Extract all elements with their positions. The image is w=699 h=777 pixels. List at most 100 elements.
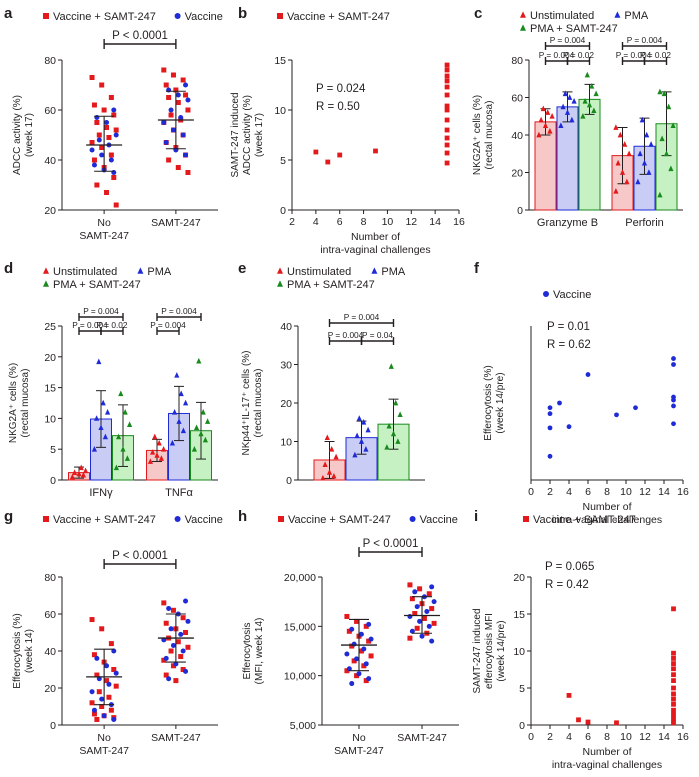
data-point	[69, 473, 75, 480]
data-point	[185, 107, 191, 113]
y-tick-label: 80	[44, 572, 56, 584]
data-point	[671, 691, 676, 697]
data-point	[671, 672, 676, 678]
x-tick-label: No	[97, 217, 111, 229]
data-point	[671, 403, 676, 409]
y-axis-label-line: (week 17)	[254, 113, 265, 157]
y-tick-label: 20	[511, 168, 523, 180]
data-point	[558, 122, 564, 129]
data-point	[96, 137, 102, 143]
data-point	[671, 666, 676, 672]
data-point	[349, 681, 355, 687]
data-point	[412, 611, 418, 617]
data-point	[661, 90, 667, 97]
x-tick-label: 12	[639, 486, 651, 498]
data-point	[639, 116, 645, 123]
p-value: P = 0.04	[362, 330, 393, 340]
y-axis-label-line: (rectal mucosa)	[253, 369, 264, 438]
p-value: P = 0.004	[150, 320, 186, 330]
data-point	[180, 132, 186, 138]
legend-marker	[43, 13, 49, 19]
data-point	[326, 469, 333, 475]
data-point	[390, 430, 397, 437]
data-point	[183, 668, 189, 674]
p-value: P = 0.004	[627, 35, 663, 45]
y-tick-label: 60	[44, 609, 56, 621]
data-point	[101, 713, 107, 719]
x-tick-label: 12	[405, 216, 417, 228]
data-point	[89, 147, 95, 153]
data-point	[113, 202, 119, 208]
x-axis-label-line: Number of	[351, 231, 400, 243]
data-point	[619, 169, 626, 175]
data-point	[163, 655, 169, 661]
data-point	[641, 159, 648, 166]
data-point	[111, 175, 117, 180]
y-tick-label: 5,000	[290, 720, 316, 732]
data-point	[329, 446, 335, 452]
data-point	[346, 666, 352, 672]
panel-c: c Unstimulated PMA PMA + SAMT-247 0 20 40 60 80 N…	[472, 5, 683, 229]
data-point	[108, 157, 114, 163]
legend-marker	[174, 13, 181, 19]
data-point	[173, 661, 179, 667]
data-point	[670, 122, 676, 129]
data-point	[346, 628, 352, 634]
data-point	[426, 591, 432, 597]
data-point	[198, 430, 204, 437]
data-point	[111, 648, 117, 654]
data-point	[431, 599, 437, 605]
data-point	[591, 107, 597, 114]
y-tick-label: 20,000	[284, 572, 316, 584]
y-tick-label: 20	[44, 205, 56, 217]
data-point	[657, 88, 663, 95]
data-point	[671, 720, 676, 726]
data-point	[102, 433, 108, 440]
y-axis-label-line: (week 14/pre)	[495, 372, 506, 433]
data-point	[617, 131, 623, 138]
panel-b: b Vaccine + SAMT-247 0 5 10 15 SAMT-247 induce…	[230, 5, 465, 256]
data-point	[358, 438, 365, 444]
data-point	[175, 92, 181, 98]
y-tick-label: 10	[274, 105, 286, 117]
data-point	[94, 672, 100, 678]
stat-annotation: P = 0.024	[316, 83, 366, 95]
data-point	[624, 178, 630, 185]
data-point	[549, 113, 555, 119]
data-point	[368, 636, 374, 642]
data-point	[104, 678, 110, 684]
y-axis-label-line: (week 17)	[24, 113, 35, 157]
x-tick-label: 14	[658, 486, 670, 498]
data-point	[373, 148, 378, 154]
data-point	[366, 676, 372, 682]
p-value: P = 0.004	[72, 320, 108, 330]
data-point	[444, 78, 450, 84]
y-tick-label: 80	[44, 55, 56, 67]
data-point	[646, 169, 652, 175]
y-axis-label-line: Efferocytosis (%)	[12, 613, 23, 688]
data-point	[180, 667, 186, 672]
x-tick-label: 2	[289, 216, 295, 228]
legend-marker	[277, 267, 283, 274]
stat-annotation: R = 0.62	[547, 339, 591, 351]
data-point	[547, 425, 553, 431]
data-point	[178, 390, 184, 397]
data-point	[547, 128, 553, 134]
data-point	[89, 140, 95, 145]
data-point	[444, 150, 450, 156]
p-value: P = 0.004	[539, 50, 575, 60]
y-axis-label-line: (rectal mucosa)	[20, 369, 31, 438]
data-point	[576, 717, 581, 723]
data-point	[361, 663, 367, 669]
data-point	[354, 432, 360, 439]
data-point	[163, 672, 169, 678]
x-tick-label: 10	[620, 486, 632, 498]
data-point	[99, 152, 105, 158]
x-tick-label: 6	[337, 216, 343, 228]
data-point	[185, 97, 191, 103]
data-point	[564, 109, 571, 115]
data-point	[83, 467, 89, 474]
data-point	[444, 135, 450, 141]
x-tick-label: 2	[547, 731, 553, 743]
p-value: P = 0.02	[640, 50, 671, 60]
